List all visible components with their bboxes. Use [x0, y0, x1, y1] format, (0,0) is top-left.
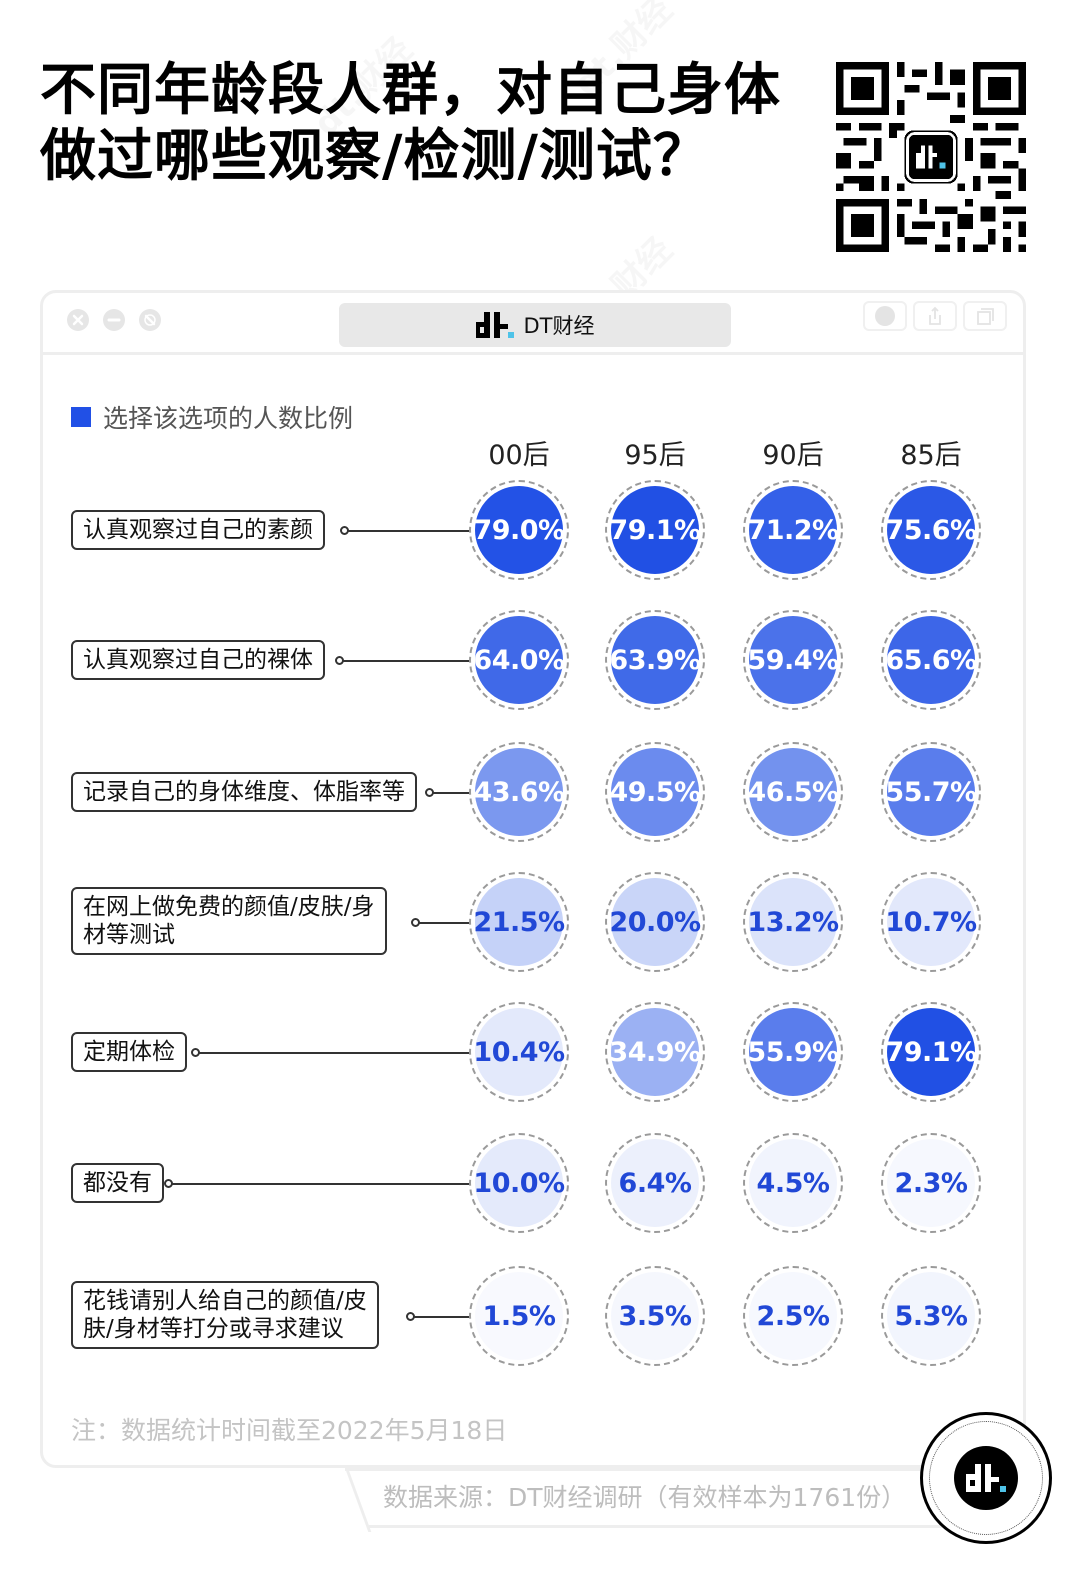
- bubble-85: 79.1%: [881, 1002, 981, 1102]
- connector-dot: [411, 918, 420, 927]
- connector-dot: [191, 1048, 200, 1057]
- bubble-90: 13.2%: [743, 872, 843, 972]
- bubble-00: 79.0%: [469, 480, 569, 580]
- dt-logo-icon: [475, 312, 514, 338]
- bubble-90: 71.2%: [743, 480, 843, 580]
- share-button[interactable]: [913, 301, 957, 331]
- bubble-95: 3.5%: [605, 1266, 705, 1366]
- connector-line: [346, 530, 470, 532]
- connector-dot: [335, 656, 344, 665]
- column-header-95: 95后: [624, 440, 686, 471]
- connector-line: [170, 1183, 470, 1185]
- column-header-85: 85后: [900, 440, 962, 471]
- bubble-95: 79.1%: [605, 480, 705, 580]
- bubble-85: 5.3%: [881, 1266, 981, 1366]
- connector-dot: [340, 526, 349, 535]
- connector-line: [417, 922, 470, 924]
- qr-code-icon: [836, 62, 1026, 252]
- page-title: 不同年龄段人群，对自己身体 做过哪些观察/检测/测试？: [40, 58, 800, 190]
- row-label-none: 都没有: [71, 1163, 164, 1203]
- bubble-85: 55.7%: [881, 742, 981, 842]
- qr-code[interactable]: [836, 62, 1026, 252]
- row-label-checkup: 定期体检: [71, 1032, 187, 1072]
- row-label-paid-rating: 花钱请别人给自己的颜值/皮 肤/身材等打分或寻求建议: [71, 1281, 379, 1349]
- badge-ring: [929, 1421, 1043, 1535]
- bubble-95: 20.0%: [605, 872, 705, 972]
- bubble-90: 59.4%: [743, 610, 843, 710]
- bubble-90: 2.5%: [743, 1266, 843, 1366]
- bubble-85: 75.6%: [881, 480, 981, 580]
- browser-window: DT财经 选择该选项的人数比例 00后 95后 90后 85后 认真观察过自己的…: [40, 290, 1026, 1468]
- record-icon: [875, 306, 895, 326]
- bubble-00: 10.0%: [469, 1133, 569, 1233]
- column-header-90: 90后: [762, 440, 824, 471]
- connector-dot: [425, 788, 434, 797]
- connector-line: [341, 660, 470, 662]
- record-button[interactable]: [863, 301, 907, 331]
- connector-dot: [164, 1179, 173, 1188]
- address-bar-text: DT财经: [523, 314, 595, 338]
- bubble-85: 65.6%: [881, 610, 981, 710]
- title-line-2: 做过哪些观察/检测/测试？: [40, 124, 710, 189]
- bubble-85: 2.3%: [881, 1133, 981, 1233]
- data-source: 数据来源：DT财经调研（有效样本为1761份）: [383, 1483, 907, 1512]
- bubble-90: 46.5%: [743, 742, 843, 842]
- connector-line: [412, 1316, 470, 1318]
- dt-badge[interactable]: [920, 1412, 1052, 1544]
- bubble-00: 1.5%: [469, 1266, 569, 1366]
- bubble-85: 10.7%: [881, 872, 981, 972]
- share-icon: [929, 306, 941, 325]
- row-label-naked-body: 认真观察过自己的裸体: [71, 640, 325, 680]
- dt-logo-icon: [966, 1464, 1006, 1492]
- window-titlebar: DT财经: [43, 293, 1023, 355]
- legend-label: 选择该选项的人数比例: [103, 404, 354, 433]
- row-label-online-tests: 在网上做免费的颜值/皮肤/身 材等测试: [71, 887, 387, 955]
- bubble-95: 63.9%: [605, 610, 705, 710]
- source-tab: [345, 1468, 945, 1528]
- chart-legend: 选择该选项的人数比例: [71, 399, 353, 435]
- tabs-icon: [977, 308, 994, 325]
- footnote: 注：数据统计时间截至2022年5月18日: [71, 1416, 508, 1445]
- bubble-00: 43.6%: [469, 742, 569, 842]
- column-header-00: 00后: [488, 440, 550, 471]
- minimize-icon[interactable]: [103, 309, 125, 331]
- bubble-00: 21.5%: [469, 872, 569, 972]
- row-label-body-measurements: 记录自己的身体维度、体脂率等: [71, 772, 417, 812]
- bubble-90: 4.5%: [743, 1133, 843, 1233]
- bubble-90: 55.9%: [743, 1002, 843, 1102]
- connector-line: [197, 1052, 470, 1054]
- tabs-button[interactable]: [963, 301, 1007, 331]
- close-icon[interactable]: [67, 309, 89, 331]
- address-bar[interactable]: DT财经: [339, 303, 731, 347]
- legend-swatch: [71, 407, 91, 427]
- bubble-95: 34.9%: [605, 1002, 705, 1102]
- title-line-1: 不同年龄段人群，对自己身体: [40, 58, 781, 123]
- bubble-00: 64.0%: [469, 610, 569, 710]
- bubble-95: 49.5%: [605, 742, 705, 842]
- dt-logo-badge: [954, 1446, 1018, 1510]
- connector-line: [431, 792, 470, 794]
- connector-dot: [406, 1312, 415, 1321]
- bubble-00: 10.4%: [469, 1002, 569, 1102]
- disable-icon[interactable]: [139, 309, 161, 331]
- bubble-95: 6.4%: [605, 1133, 705, 1233]
- row-label-bare-face: 认真观察过自己的素颜: [71, 510, 325, 550]
